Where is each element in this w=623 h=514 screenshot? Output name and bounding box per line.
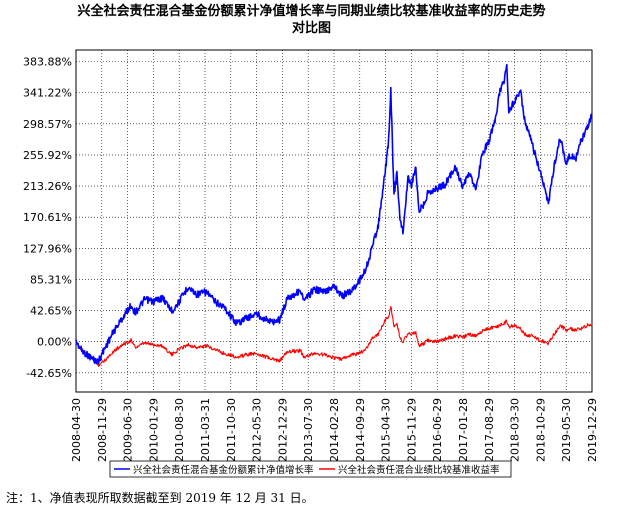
y-tick-label: 127.96% <box>23 242 72 255</box>
chart-title-line1: 兴全社会责任混合基金份额累计净值增长率与同期业绩比较基准收益率的历史走势 <box>77 4 546 19</box>
y-tick-label: 213.26% <box>23 180 72 193</box>
y-tick-label: 85.31% <box>30 273 72 286</box>
y-tick-label: 42.65% <box>30 305 72 318</box>
x-tick-label: 2018-03-30 <box>509 398 522 462</box>
x-tick-label: 2012-05-30 <box>251 398 264 462</box>
x-tick-label: 2015-11-29 <box>405 398 418 462</box>
y-tick-label: -42.65% <box>26 367 72 380</box>
x-tick-label: 2008-04-30 <box>70 398 83 462</box>
x-tick-label: 2010-08-30 <box>173 398 186 462</box>
x-tick-label: 2019-05-30 <box>560 398 573 462</box>
x-tick-label: 2017-01-28 <box>457 398 470 462</box>
series-line-benchmark <box>75 306 593 367</box>
footnote: 注：1、净值表现所取数据截至到 2019 年 12 月 31 日。 <box>6 491 314 505</box>
x-tick-label: 2012-12-29 <box>276 398 289 462</box>
x-tick-label: 2011-10-30 <box>225 398 238 462</box>
x-tick-label: 2017-08-29 <box>483 398 496 462</box>
chart-title: 兴全社会责任混合基金份额累计净值增长率与同期业绩比较基准收益率的历史走势 对比图 <box>0 3 623 37</box>
x-tick-label: 2019-12-29 <box>586 398 599 462</box>
chart-title-line2: 对比图 <box>291 21 331 36</box>
series-line-fund <box>75 63 593 365</box>
y-tick-label: 0.00% <box>37 336 72 349</box>
x-tick-label: 2009-06-30 <box>122 398 135 462</box>
y-tick-label: 298.57% <box>23 118 72 131</box>
x-tick-label: 2011-03-31 <box>199 398 212 462</box>
y-tick-label: 170.61% <box>23 211 72 224</box>
x-tick-label: 2016-06-29 <box>431 398 444 462</box>
x-tick-label: 2013-07-30 <box>302 398 315 462</box>
x-tick-label: 2014-09-29 <box>354 398 367 462</box>
x-tick-label: 2018-10-29 <box>534 398 547 462</box>
y-tick-label: 255.92% <box>23 149 72 162</box>
legend-label: 兴全社会责任混合基金份额累计净值增长率 <box>133 464 314 476</box>
x-tick-label: 2014-02-28 <box>328 398 341 462</box>
x-tick-label: 2010-01-29 <box>147 398 160 462</box>
y-tick-label: 383.88% <box>23 56 72 69</box>
legend-label: 兴全社会责任混合业绩比较基准收益率 <box>338 464 500 476</box>
x-tick-label: 2015-04-30 <box>380 398 393 462</box>
x-tick-label: 2008-11-29 <box>96 398 109 462</box>
y-tick-label: 341.22% <box>23 87 72 100</box>
legend-box <box>109 460 512 478</box>
